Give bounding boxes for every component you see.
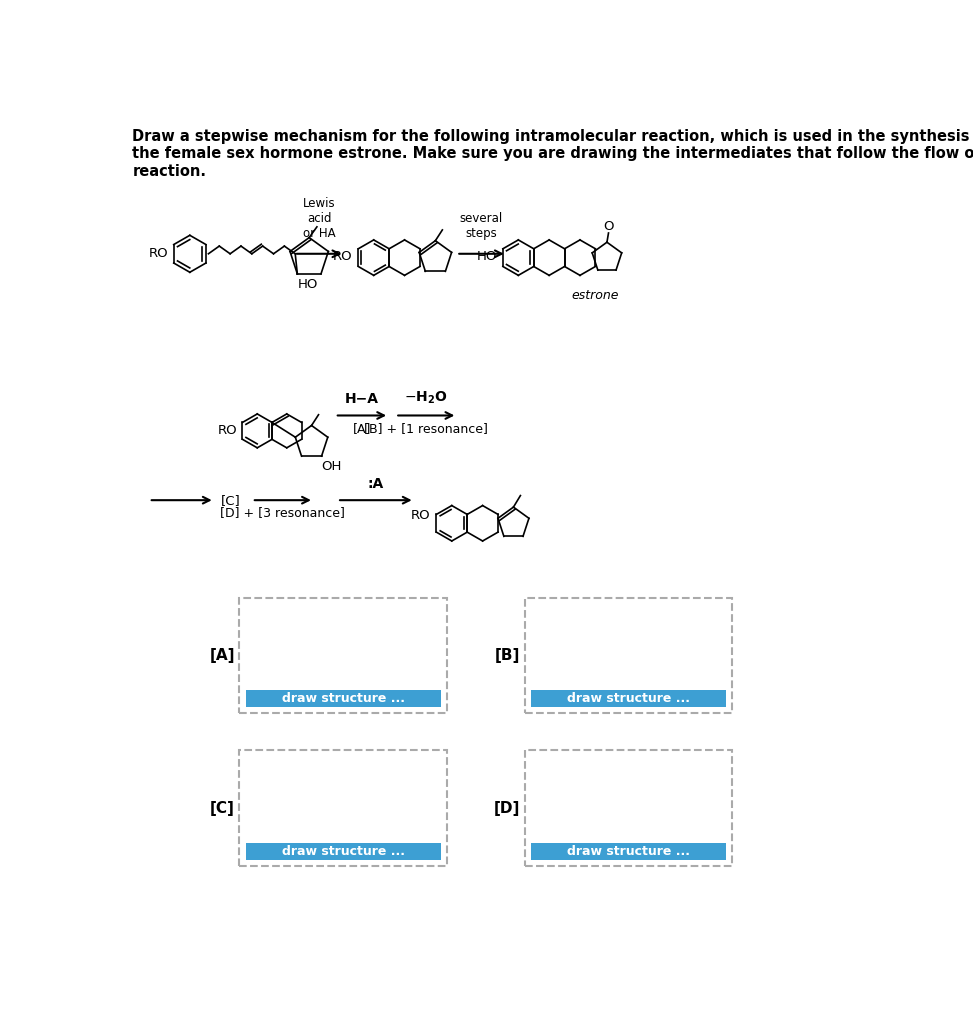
Text: [B]: [B] xyxy=(494,648,520,664)
Text: draw structure ...: draw structure ... xyxy=(567,845,690,858)
Text: Lewis
acid
or HA: Lewis acid or HA xyxy=(303,197,336,240)
Text: H−A: H−A xyxy=(344,392,378,407)
Text: [C]: [C] xyxy=(210,801,234,816)
Text: $-\mathbf{H_2O}$: $-\mathbf{H_2O}$ xyxy=(405,390,449,407)
Text: draw structure ...: draw structure ... xyxy=(282,845,405,858)
Bar xyxy=(245,843,441,860)
Text: :A: :A xyxy=(368,477,384,490)
Text: [C]: [C] xyxy=(221,494,240,507)
Bar xyxy=(239,751,448,866)
Text: Draw a stepwise mechanism for the following intramolecular reaction, which is us: Draw a stepwise mechanism for the follow… xyxy=(132,129,973,179)
Text: O: O xyxy=(603,220,614,233)
Text: RO: RO xyxy=(218,424,237,437)
Text: OH: OH xyxy=(321,460,342,473)
Bar xyxy=(524,751,733,866)
Bar xyxy=(239,598,448,714)
Text: [D]: [D] xyxy=(493,801,520,816)
Bar xyxy=(531,843,726,860)
Text: RO: RO xyxy=(333,250,353,262)
Text: HO: HO xyxy=(477,250,497,262)
Text: [D] + [3 resonance]: [D] + [3 resonance] xyxy=(221,506,345,519)
Text: RO: RO xyxy=(412,509,431,522)
Bar xyxy=(524,598,733,714)
Text: [B] + [1 resonance]: [B] + [1 resonance] xyxy=(364,422,488,434)
Text: several
steps: several steps xyxy=(460,212,503,240)
Bar xyxy=(531,690,726,708)
Text: [A]: [A] xyxy=(209,648,234,664)
Text: [A]: [A] xyxy=(353,422,371,434)
Text: RO: RO xyxy=(149,247,168,260)
Bar xyxy=(245,690,441,708)
Text: draw structure ...: draw structure ... xyxy=(282,692,405,706)
Text: estrone: estrone xyxy=(572,289,619,302)
Text: draw structure ...: draw structure ... xyxy=(567,692,690,706)
Text: HO: HO xyxy=(298,279,318,292)
